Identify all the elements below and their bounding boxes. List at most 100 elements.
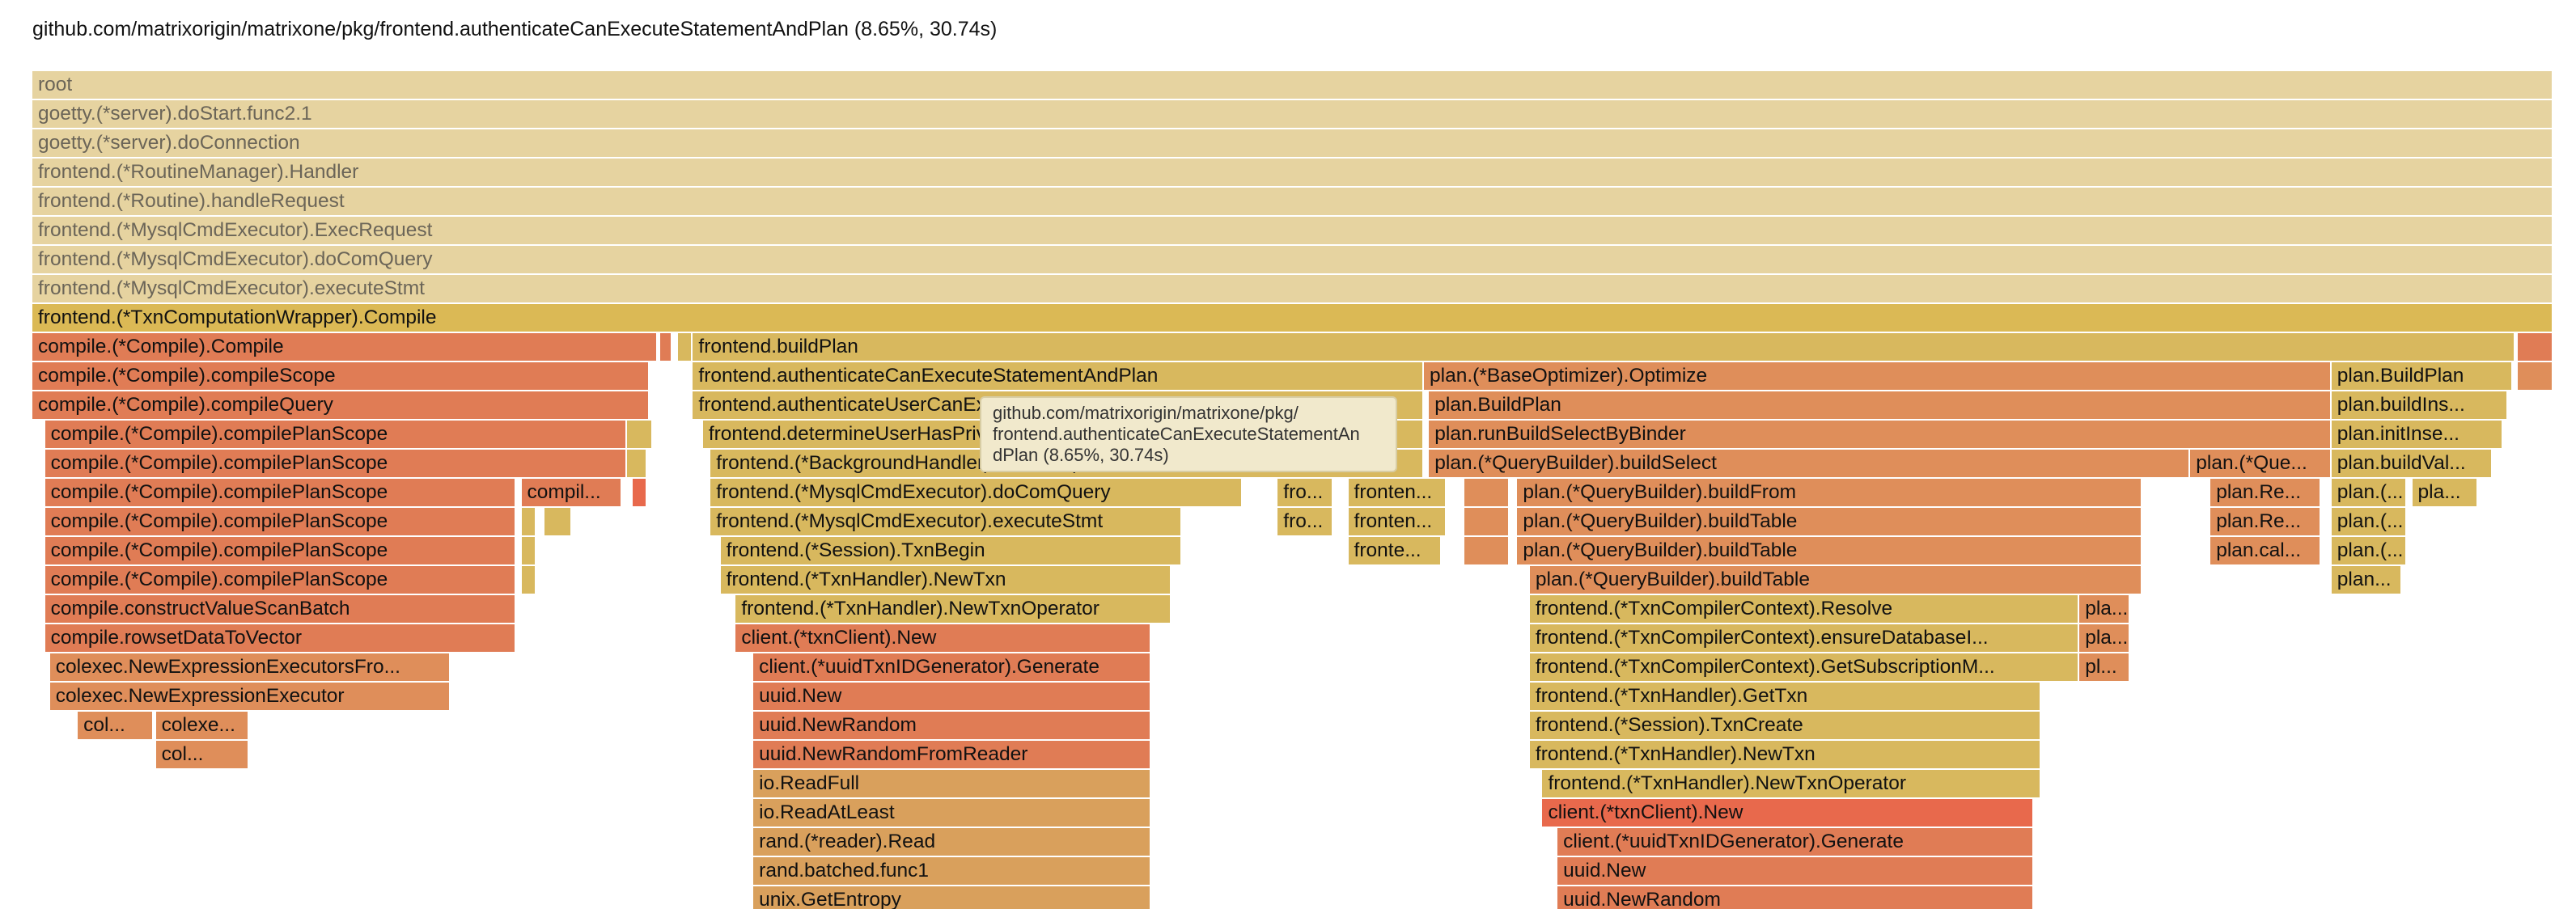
flame-frame[interactable]: frontend.(*TxnCompilerContext).Resolve <box>1529 595 2080 623</box>
flame-frame[interactable]: rand.(*reader).Read <box>753 828 1152 856</box>
flame-frame[interactable]: frontend.(*TxnHandler).NewTxn <box>720 566 1172 594</box>
flame-frame[interactable]: plan.buildIns... <box>2331 391 2508 419</box>
flame-frame[interactable]: plan.(*QueryBuilder).buildFrom <box>1517 479 2143 506</box>
flame-frame[interactable]: frontend.authenticateCanExecuteStatement… <box>693 362 1425 390</box>
flame-frame-unlabeled[interactable] <box>677 333 693 361</box>
flame-frame[interactable]: frontend.(*TxnHandler).NewTxnOperator <box>1542 770 2042 797</box>
flame-frame[interactable]: pl... <box>2079 653 2130 681</box>
flame-frame[interactable]: compile.(*Compile).compilePlanScope <box>44 421 628 448</box>
flame-frame-unlabeled[interactable] <box>632 479 648 506</box>
flame-frame-unlabeled[interactable] <box>627 421 653 448</box>
flame-frame[interactable]: rand.batched.func1 <box>753 857 1152 885</box>
flame-frame[interactable]: plan.cal... <box>2210 537 2322 564</box>
flame-frame[interactable]: frontend.(*TxnCompilerContext).ensureDat… <box>1529 624 2080 652</box>
flame-frame[interactable]: root <box>32 71 2553 99</box>
flame-frame[interactable]: compile.(*Compile).compilePlanScope <box>44 566 517 594</box>
flame-frame[interactable]: compile.(*Compile).compileScope <box>32 362 650 390</box>
flame-frame-unlabeled[interactable] <box>659 333 673 361</box>
flame-frame[interactable]: plan.initInse... <box>2331 421 2503 448</box>
flame-frame[interactable]: plan.(... <box>2331 508 2408 535</box>
flame-frame[interactable]: plan.(*Que... <box>2190 450 2332 477</box>
flame-frame[interactable]: frontend.(*MysqlCmdExecutor).doComQuery <box>710 479 1243 506</box>
flame-frame[interactable]: frontend.(*Session).TxnBegin <box>720 537 1182 564</box>
flame-frame[interactable]: plan.Re... <box>2210 508 2322 535</box>
flame-frame[interactable]: plan.(*QueryBuilder).buildSelect <box>1429 450 2191 477</box>
flame-frame[interactable]: compil... <box>521 479 623 506</box>
flame-frame-unlabeled[interactable] <box>2518 362 2553 390</box>
flame-frame[interactable]: frontend.(*TxnCompilerContext).GetSubscr… <box>1529 653 2080 681</box>
flame-frame[interactable]: client.(*uuidTxnIDGenerator).Generate <box>1557 828 2035 856</box>
flame-frame[interactable]: plan.(*QueryBuilder).buildTable <box>1517 537 2143 564</box>
flame-frame[interactable]: plan.(... <box>2331 479 2408 506</box>
flame-frame[interactable]: colexec.NewExpressionExecutor <box>49 683 451 710</box>
flame-frame[interactable]: uuid.New <box>753 683 1152 710</box>
flame-frame[interactable]: plan.runBuildSelectByBinder <box>1429 421 2332 448</box>
flame-frame[interactable]: frontend.(*MysqlCmdExecutor).ExecRequest <box>32 217 2553 244</box>
flame-frame-unlabeled[interactable] <box>627 450 648 477</box>
flame-frame[interactable]: plan.(*QueryBuilder).buildTable <box>1529 566 2143 594</box>
flame-frame[interactable]: plan.buildVal... <box>2331 450 2493 477</box>
flame-frame[interactable]: fro... <box>1277 508 1333 535</box>
flame-frame[interactable]: frontend.(*TxnHandler).NewTxn <box>1529 741 2042 768</box>
flame-frame[interactable]: pla... <box>2412 479 2478 506</box>
flame-frame[interactable]: client.(*txnClient).New <box>735 624 1152 652</box>
flame-frame[interactable]: plan.BuildPlan <box>1429 391 2332 419</box>
flame-frame[interactable]: fronten... <box>1348 479 1447 506</box>
flame-frame[interactable]: plan.(*BaseOptimizer).Optimize <box>1424 362 2332 390</box>
flame-frame[interactable]: fronte... <box>1348 537 1442 564</box>
flame-frame[interactable]: goetty.(*server).doStart.func2.1 <box>32 100 2553 128</box>
flame-frame[interactable]: col... <box>155 741 249 768</box>
flame-frame[interactable]: client.(*uuidTxnIDGenerator).Generate <box>753 653 1152 681</box>
flame-frame-unlabeled[interactable] <box>521 566 537 594</box>
flame-frame[interactable]: pla... <box>2079 595 2130 623</box>
flame-frame[interactable]: frontend.(*TxnHandler).GetTxn <box>1529 683 2042 710</box>
tooltip-line: frontend.authenticateCanExecuteStatement… <box>993 424 1360 444</box>
flame-frame[interactable]: client.(*txnClient).New <box>1542 799 2035 827</box>
flame-frame[interactable]: frontend.(*TxnComputationWrapper).Compil… <box>32 304 2553 332</box>
flame-frame[interactable]: plan.(*QueryBuilder).buildTable <box>1517 508 2143 535</box>
flame-frame[interactable]: compile.(*Compile).compilePlanScope <box>44 450 628 477</box>
flame-frame[interactable]: io.ReadFull <box>753 770 1152 797</box>
flame-frame[interactable]: uuid.New <box>1557 857 2035 885</box>
flame-frame[interactable]: goetty.(*server).doConnection <box>32 129 2553 157</box>
flame-frame[interactable]: frontend.(*Session).TxnCreate <box>1529 712 2042 739</box>
flame-frame[interactable]: frontend.(*MysqlCmdExecutor).executeStmt <box>710 508 1182 535</box>
flame-frame[interactable]: frontend.(*MysqlCmdExecutor).executeStmt <box>32 275 2553 302</box>
flame-frame[interactable]: compile.constructValueScanBatch <box>44 595 517 623</box>
flame-frame[interactable]: plan.(... <box>2331 537 2408 564</box>
flame-frame-unlabeled[interactable] <box>544 508 572 535</box>
flame-frame[interactable]: frontend.(*MysqlCmdExecutor).doComQuery <box>32 246 2553 273</box>
flame-frame[interactable]: compile.(*Compile).Compile <box>32 333 658 361</box>
flame-frame[interactable]: unix.GetEntropy <box>753 886 1152 909</box>
flame-frame[interactable]: compile.(*Compile).compilePlanScope <box>44 479 517 506</box>
tooltip: github.com/matrixorigin/matrixone/pkg/ f… <box>980 396 1397 472</box>
flame-frame[interactable]: colexe... <box>155 712 249 739</box>
flame-frame[interactable]: frontend.(*RoutineManager).Handler <box>32 159 2553 186</box>
flame-frame-unlabeled[interactable] <box>521 508 537 535</box>
flame-frame-unlabeled[interactable] <box>2518 333 2553 361</box>
flame-frame[interactable]: plan.Re... <box>2210 479 2322 506</box>
flame-frame-unlabeled[interactable] <box>1464 479 1510 506</box>
flame-frame[interactable]: uuid.NewRandom <box>753 712 1152 739</box>
flame-frame[interactable]: col... <box>78 712 154 739</box>
flame-frame[interactable]: pla... <box>2079 624 2130 652</box>
flame-frame[interactable]: colexec.NewExpressionExecutorsFro... <box>49 653 451 681</box>
flame-frame[interactable]: compile.rowsetDataToVector <box>44 624 517 652</box>
flame-frame[interactable]: plan.BuildPlan <box>2331 362 2514 390</box>
flame-frame[interactable]: uuid.NewRandomFromReader <box>753 741 1152 768</box>
flame-frame-unlabeled[interactable] <box>521 537 537 564</box>
flame-frame[interactable]: uuid.NewRandom <box>1557 886 2035 909</box>
flame-frame[interactable]: fronten... <box>1348 508 1447 535</box>
flame-frame[interactable]: plan... <box>2331 566 2403 594</box>
flame-frame-unlabeled[interactable] <box>1464 508 1510 535</box>
flame-frame-unlabeled[interactable] <box>1464 537 1510 564</box>
flame-frame[interactable]: compile.(*Compile).compileQuery <box>32 391 650 419</box>
flame-frame[interactable]: fro... <box>1277 479 1333 506</box>
flame-frame[interactable]: frontend.(*Routine).handleRequest <box>32 188 2553 215</box>
page-title: github.com/matrixorigin/matrixone/pkg/fr… <box>32 18 998 40</box>
flame-frame[interactable]: frontend.buildPlan <box>693 333 2516 361</box>
flame-frame[interactable]: frontend.(*TxnHandler).NewTxnOperator <box>735 595 1172 623</box>
flame-frame[interactable]: io.ReadAtLeast <box>753 799 1152 827</box>
flame-frame[interactable]: compile.(*Compile).compilePlanScope <box>44 537 517 564</box>
flame-frame[interactable]: compile.(*Compile).compilePlanScope <box>44 508 517 535</box>
